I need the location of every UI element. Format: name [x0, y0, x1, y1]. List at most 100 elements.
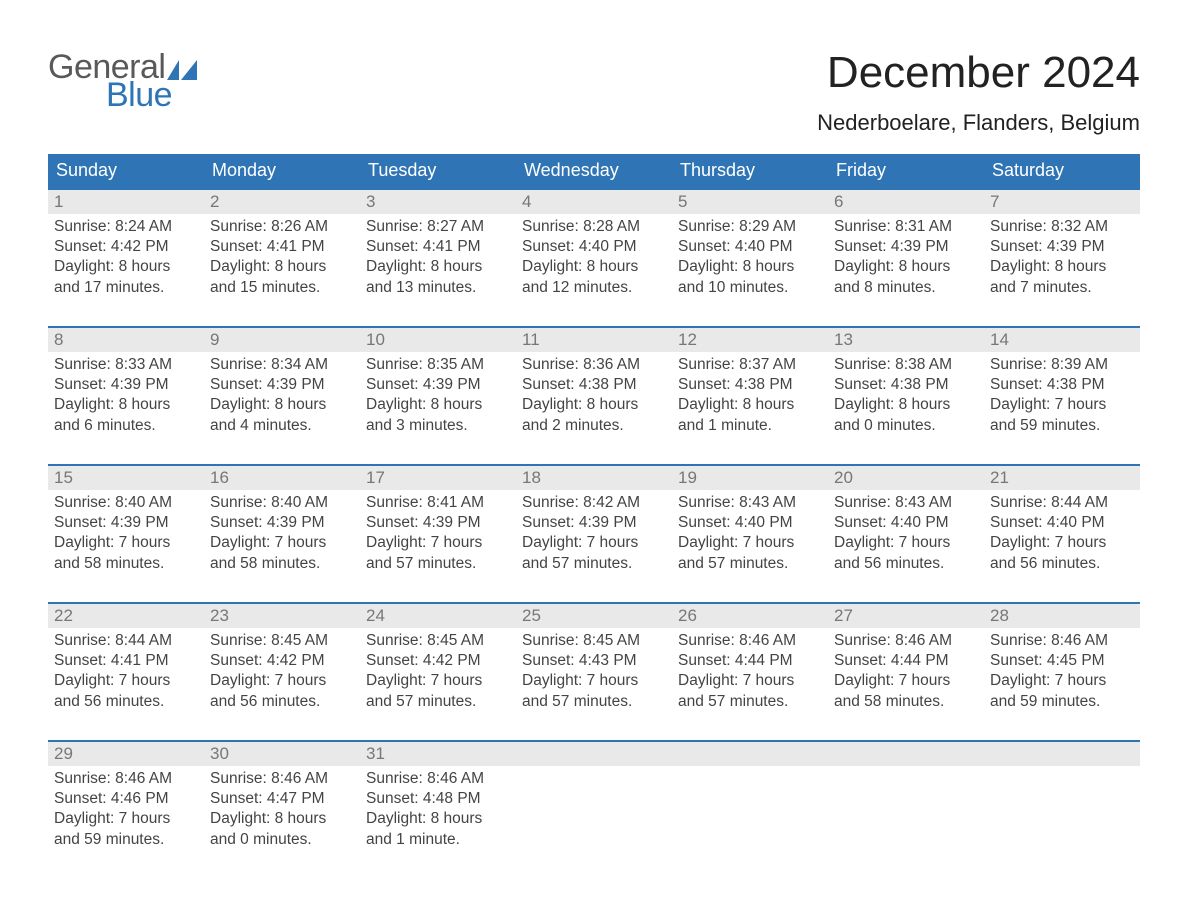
day-day2-text: and 57 minutes.: [522, 692, 666, 712]
day-body: Sunrise: 8:27 AMSunset: 4:41 PMDaylight:…: [360, 214, 516, 304]
day-day1-text: Daylight: 8 hours: [54, 257, 198, 277]
day-sunset-text: Sunset: 4:41 PM: [54, 651, 198, 671]
day-body: Sunrise: 8:41 AMSunset: 4:39 PMDaylight:…: [360, 490, 516, 580]
day-body: Sunrise: 8:33 AMSunset: 4:39 PMDaylight:…: [48, 352, 204, 442]
calendar-day-cell: 21Sunrise: 8:44 AMSunset: 4:40 PMDayligh…: [984, 464, 1140, 602]
day-sunset-text: Sunset: 4:39 PM: [210, 513, 354, 533]
day-number-bar: 9: [204, 326, 360, 352]
weekday-header: Friday: [828, 154, 984, 188]
day-sunset-text: Sunset: 4:40 PM: [678, 237, 822, 257]
day-number-bar: 8: [48, 326, 204, 352]
day-body: Sunrise: 8:32 AMSunset: 4:39 PMDaylight:…: [984, 214, 1140, 304]
day-day1-text: Daylight: 7 hours: [990, 395, 1134, 415]
day-number-bar: 13: [828, 326, 984, 352]
day-sunrise-text: Sunrise: 8:29 AM: [678, 217, 822, 237]
day-day2-text: and 58 minutes.: [54, 554, 198, 574]
day-sunset-text: Sunset: 4:39 PM: [210, 375, 354, 395]
day-sunset-text: Sunset: 4:39 PM: [54, 375, 198, 395]
day-sunrise-text: Sunrise: 8:45 AM: [522, 631, 666, 651]
day-day1-text: Daylight: 8 hours: [678, 395, 822, 415]
calendar-day-cell: 15Sunrise: 8:40 AMSunset: 4:39 PMDayligh…: [48, 464, 204, 602]
day-body: Sunrise: 8:34 AMSunset: 4:39 PMDaylight:…: [204, 352, 360, 442]
day-sunrise-text: Sunrise: 8:38 AM: [834, 355, 978, 375]
calendar-week-row: 29Sunrise: 8:46 AMSunset: 4:46 PMDayligh…: [48, 740, 1140, 878]
day-number-bar: 28: [984, 602, 1140, 628]
day-day2-text: and 56 minutes.: [54, 692, 198, 712]
calendar-day-cell: 16Sunrise: 8:40 AMSunset: 4:39 PMDayligh…: [204, 464, 360, 602]
day-sunset-text: Sunset: 4:44 PM: [678, 651, 822, 671]
day-day1-text: Daylight: 8 hours: [990, 257, 1134, 277]
day-day2-text: and 57 minutes.: [366, 692, 510, 712]
day-body: Sunrise: 8:37 AMSunset: 4:38 PMDaylight:…: [672, 352, 828, 442]
day-number-bar: 23: [204, 602, 360, 628]
day-sunrise-text: Sunrise: 8:41 AM: [366, 493, 510, 513]
calendar-day-cell: 27Sunrise: 8:46 AMSunset: 4:44 PMDayligh…: [828, 602, 984, 740]
day-number-bar: 24: [360, 602, 516, 628]
day-day2-text: and 15 minutes.: [210, 278, 354, 298]
day-number-bar: 20: [828, 464, 984, 490]
day-number-bar: [828, 740, 984, 766]
day-day2-text: and 59 minutes.: [54, 830, 198, 850]
weekday-header: Tuesday: [360, 154, 516, 188]
calendar-day-cell: 4Sunrise: 8:28 AMSunset: 4:40 PMDaylight…: [516, 188, 672, 326]
day-sunset-text: Sunset: 4:39 PM: [990, 237, 1134, 257]
day-day1-text: Daylight: 7 hours: [366, 533, 510, 553]
day-sunrise-text: Sunrise: 8:40 AM: [210, 493, 354, 513]
day-number-bar: 10: [360, 326, 516, 352]
day-day1-text: Daylight: 7 hours: [522, 671, 666, 691]
calendar-day-cell: 11Sunrise: 8:36 AMSunset: 4:38 PMDayligh…: [516, 326, 672, 464]
day-day1-text: Daylight: 7 hours: [54, 671, 198, 691]
day-sunrise-text: Sunrise: 8:32 AM: [990, 217, 1134, 237]
day-day2-text: and 8 minutes.: [834, 278, 978, 298]
calendar-day-cell: 17Sunrise: 8:41 AMSunset: 4:39 PMDayligh…: [360, 464, 516, 602]
calendar-table: Sunday Monday Tuesday Wednesday Thursday…: [48, 154, 1140, 878]
day-sunset-text: Sunset: 4:38 PM: [678, 375, 822, 395]
calendar-day-cell: 18Sunrise: 8:42 AMSunset: 4:39 PMDayligh…: [516, 464, 672, 602]
day-day2-text: and 17 minutes.: [54, 278, 198, 298]
day-number-bar: 11: [516, 326, 672, 352]
day-day2-text: and 6 minutes.: [54, 416, 198, 436]
day-number-bar: 18: [516, 464, 672, 490]
calendar-day-cell: [984, 740, 1140, 878]
day-number-bar: 5: [672, 188, 828, 214]
day-sunset-text: Sunset: 4:39 PM: [366, 513, 510, 533]
day-sunset-text: Sunset: 4:42 PM: [366, 651, 510, 671]
day-day2-text: and 0 minutes.: [210, 830, 354, 850]
day-sunrise-text: Sunrise: 8:24 AM: [54, 217, 198, 237]
day-sunset-text: Sunset: 4:40 PM: [678, 513, 822, 533]
weekday-header: Monday: [204, 154, 360, 188]
day-sunrise-text: Sunrise: 8:40 AM: [54, 493, 198, 513]
calendar-day-cell: 24Sunrise: 8:45 AMSunset: 4:42 PMDayligh…: [360, 602, 516, 740]
calendar-thead: Sunday Monday Tuesday Wednesday Thursday…: [48, 154, 1140, 188]
day-number-bar: [984, 740, 1140, 766]
day-body: Sunrise: 8:43 AMSunset: 4:40 PMDaylight:…: [672, 490, 828, 580]
day-body: Sunrise: 8:45 AMSunset: 4:42 PMDaylight:…: [360, 628, 516, 718]
calendar-day-cell: 5Sunrise: 8:29 AMSunset: 4:40 PMDaylight…: [672, 188, 828, 326]
month-title: December 2024: [817, 50, 1140, 96]
day-body: Sunrise: 8:36 AMSunset: 4:38 PMDaylight:…: [516, 352, 672, 442]
day-day2-text: and 0 minutes.: [834, 416, 978, 436]
calendar-day-cell: 29Sunrise: 8:46 AMSunset: 4:46 PMDayligh…: [48, 740, 204, 878]
day-day1-text: Daylight: 7 hours: [990, 671, 1134, 691]
day-day1-text: Daylight: 7 hours: [990, 533, 1134, 553]
calendar-day-cell: 7Sunrise: 8:32 AMSunset: 4:39 PMDaylight…: [984, 188, 1140, 326]
day-day2-text: and 1 minute.: [678, 416, 822, 436]
day-sunset-text: Sunset: 4:39 PM: [54, 513, 198, 533]
day-body: Sunrise: 8:35 AMSunset: 4:39 PMDaylight:…: [360, 352, 516, 442]
calendar-day-cell: 8Sunrise: 8:33 AMSunset: 4:39 PMDaylight…: [48, 326, 204, 464]
weekday-header: Thursday: [672, 154, 828, 188]
day-number-bar: 17: [360, 464, 516, 490]
generalblue-logo: General Blue: [48, 50, 197, 112]
day-day1-text: Daylight: 7 hours: [54, 533, 198, 553]
calendar-day-cell: 1Sunrise: 8:24 AMSunset: 4:42 PMDaylight…: [48, 188, 204, 326]
day-day1-text: Daylight: 7 hours: [366, 671, 510, 691]
day-day2-text: and 57 minutes.: [678, 692, 822, 712]
day-number-bar: 16: [204, 464, 360, 490]
day-sunset-text: Sunset: 4:42 PM: [54, 237, 198, 257]
day-sunrise-text: Sunrise: 8:44 AM: [54, 631, 198, 651]
day-body: Sunrise: 8:45 AMSunset: 4:43 PMDaylight:…: [516, 628, 672, 718]
day-day2-text: and 13 minutes.: [366, 278, 510, 298]
day-body: Sunrise: 8:31 AMSunset: 4:39 PMDaylight:…: [828, 214, 984, 304]
day-sunrise-text: Sunrise: 8:27 AM: [366, 217, 510, 237]
day-number-bar: 25: [516, 602, 672, 628]
